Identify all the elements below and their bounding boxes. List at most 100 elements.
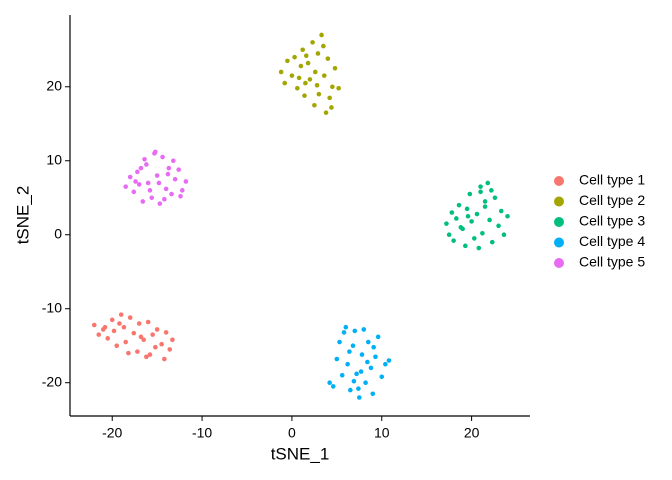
point [489, 188, 494, 193]
legend-label: Cell type 2 [579, 192, 645, 208]
point [375, 334, 381, 340]
point [327, 380, 332, 386]
point [149, 195, 155, 201]
point [365, 359, 370, 365]
point [352, 328, 358, 334]
point [321, 43, 326, 49]
point [183, 179, 189, 184]
point [147, 188, 153, 193]
x-tick-label: 0 [288, 425, 296, 441]
legend-label: Cell type 5 [579, 254, 645, 270]
point [114, 343, 120, 349]
point [145, 180, 151, 186]
point [330, 84, 335, 90]
point [303, 80, 308, 86]
point [476, 245, 482, 251]
point [150, 332, 155, 337]
point [469, 219, 474, 224]
point [316, 91, 322, 97]
point [487, 217, 492, 223]
point [285, 58, 290, 64]
point [341, 330, 347, 335]
point [471, 236, 477, 241]
point [165, 171, 171, 177]
point [131, 189, 137, 195]
point [141, 337, 146, 343]
point [169, 191, 174, 197]
point [463, 243, 468, 249]
point [485, 180, 491, 186]
point [451, 238, 456, 243]
point [300, 47, 305, 53]
point [282, 80, 288, 86]
legend-label: Cell type 4 [579, 233, 645, 249]
point [305, 60, 311, 66]
x-tick-label: -20 [102, 425, 122, 441]
x-tick-label: 10 [374, 425, 390, 441]
point [478, 184, 483, 189]
point [356, 386, 361, 391]
point [162, 196, 167, 202]
point [492, 195, 498, 201]
point [482, 199, 488, 204]
point [145, 319, 151, 325]
point [371, 344, 376, 350]
legend-marker [554, 217, 564, 227]
point [370, 391, 376, 397]
point [126, 350, 131, 356]
point [147, 352, 153, 357]
point [118, 312, 124, 317]
point [171, 158, 176, 164]
x-tick-label: -10 [192, 425, 212, 441]
x-axis-title: tSNE_1 [271, 444, 330, 463]
point [163, 186, 169, 192]
point [159, 341, 164, 347]
point [105, 336, 111, 341]
y-axis-title: tSNE_2 [13, 186, 32, 245]
point [464, 206, 470, 212]
point [383, 361, 388, 367]
point [91, 322, 97, 328]
point [336, 85, 341, 91]
y-tick-label: 0 [54, 225, 62, 241]
point [144, 162, 149, 167]
point [289, 73, 295, 78]
point [505, 213, 510, 219]
legend-marker [554, 176, 564, 186]
point [480, 230, 485, 236]
point [315, 51, 321, 56]
point [142, 156, 147, 162]
point [329, 105, 334, 110]
point [365, 339, 371, 345]
point [136, 182, 142, 187]
point [501, 232, 507, 238]
point [123, 339, 129, 345]
point [295, 85, 300, 91]
legend-label: Cell type 3 [579, 213, 645, 229]
point [298, 63, 304, 69]
point [379, 374, 385, 380]
point [176, 167, 182, 172]
point [454, 216, 459, 221]
point [292, 54, 297, 60]
point [373, 354, 378, 360]
point [489, 239, 495, 245]
point [153, 149, 158, 155]
point [325, 56, 331, 61]
point [307, 77, 313, 82]
point [482, 204, 488, 209]
point [368, 365, 374, 371]
point [386, 358, 392, 363]
point [278, 69, 284, 75]
point [345, 361, 350, 367]
point [319, 32, 324, 38]
point [121, 324, 127, 330]
point [163, 330, 169, 335]
point [444, 221, 449, 226]
point [117, 321, 122, 326]
legend-marker [554, 237, 564, 248]
point [154, 327, 160, 332]
point [178, 193, 183, 199]
point [96, 332, 102, 337]
point [138, 334, 144, 340]
